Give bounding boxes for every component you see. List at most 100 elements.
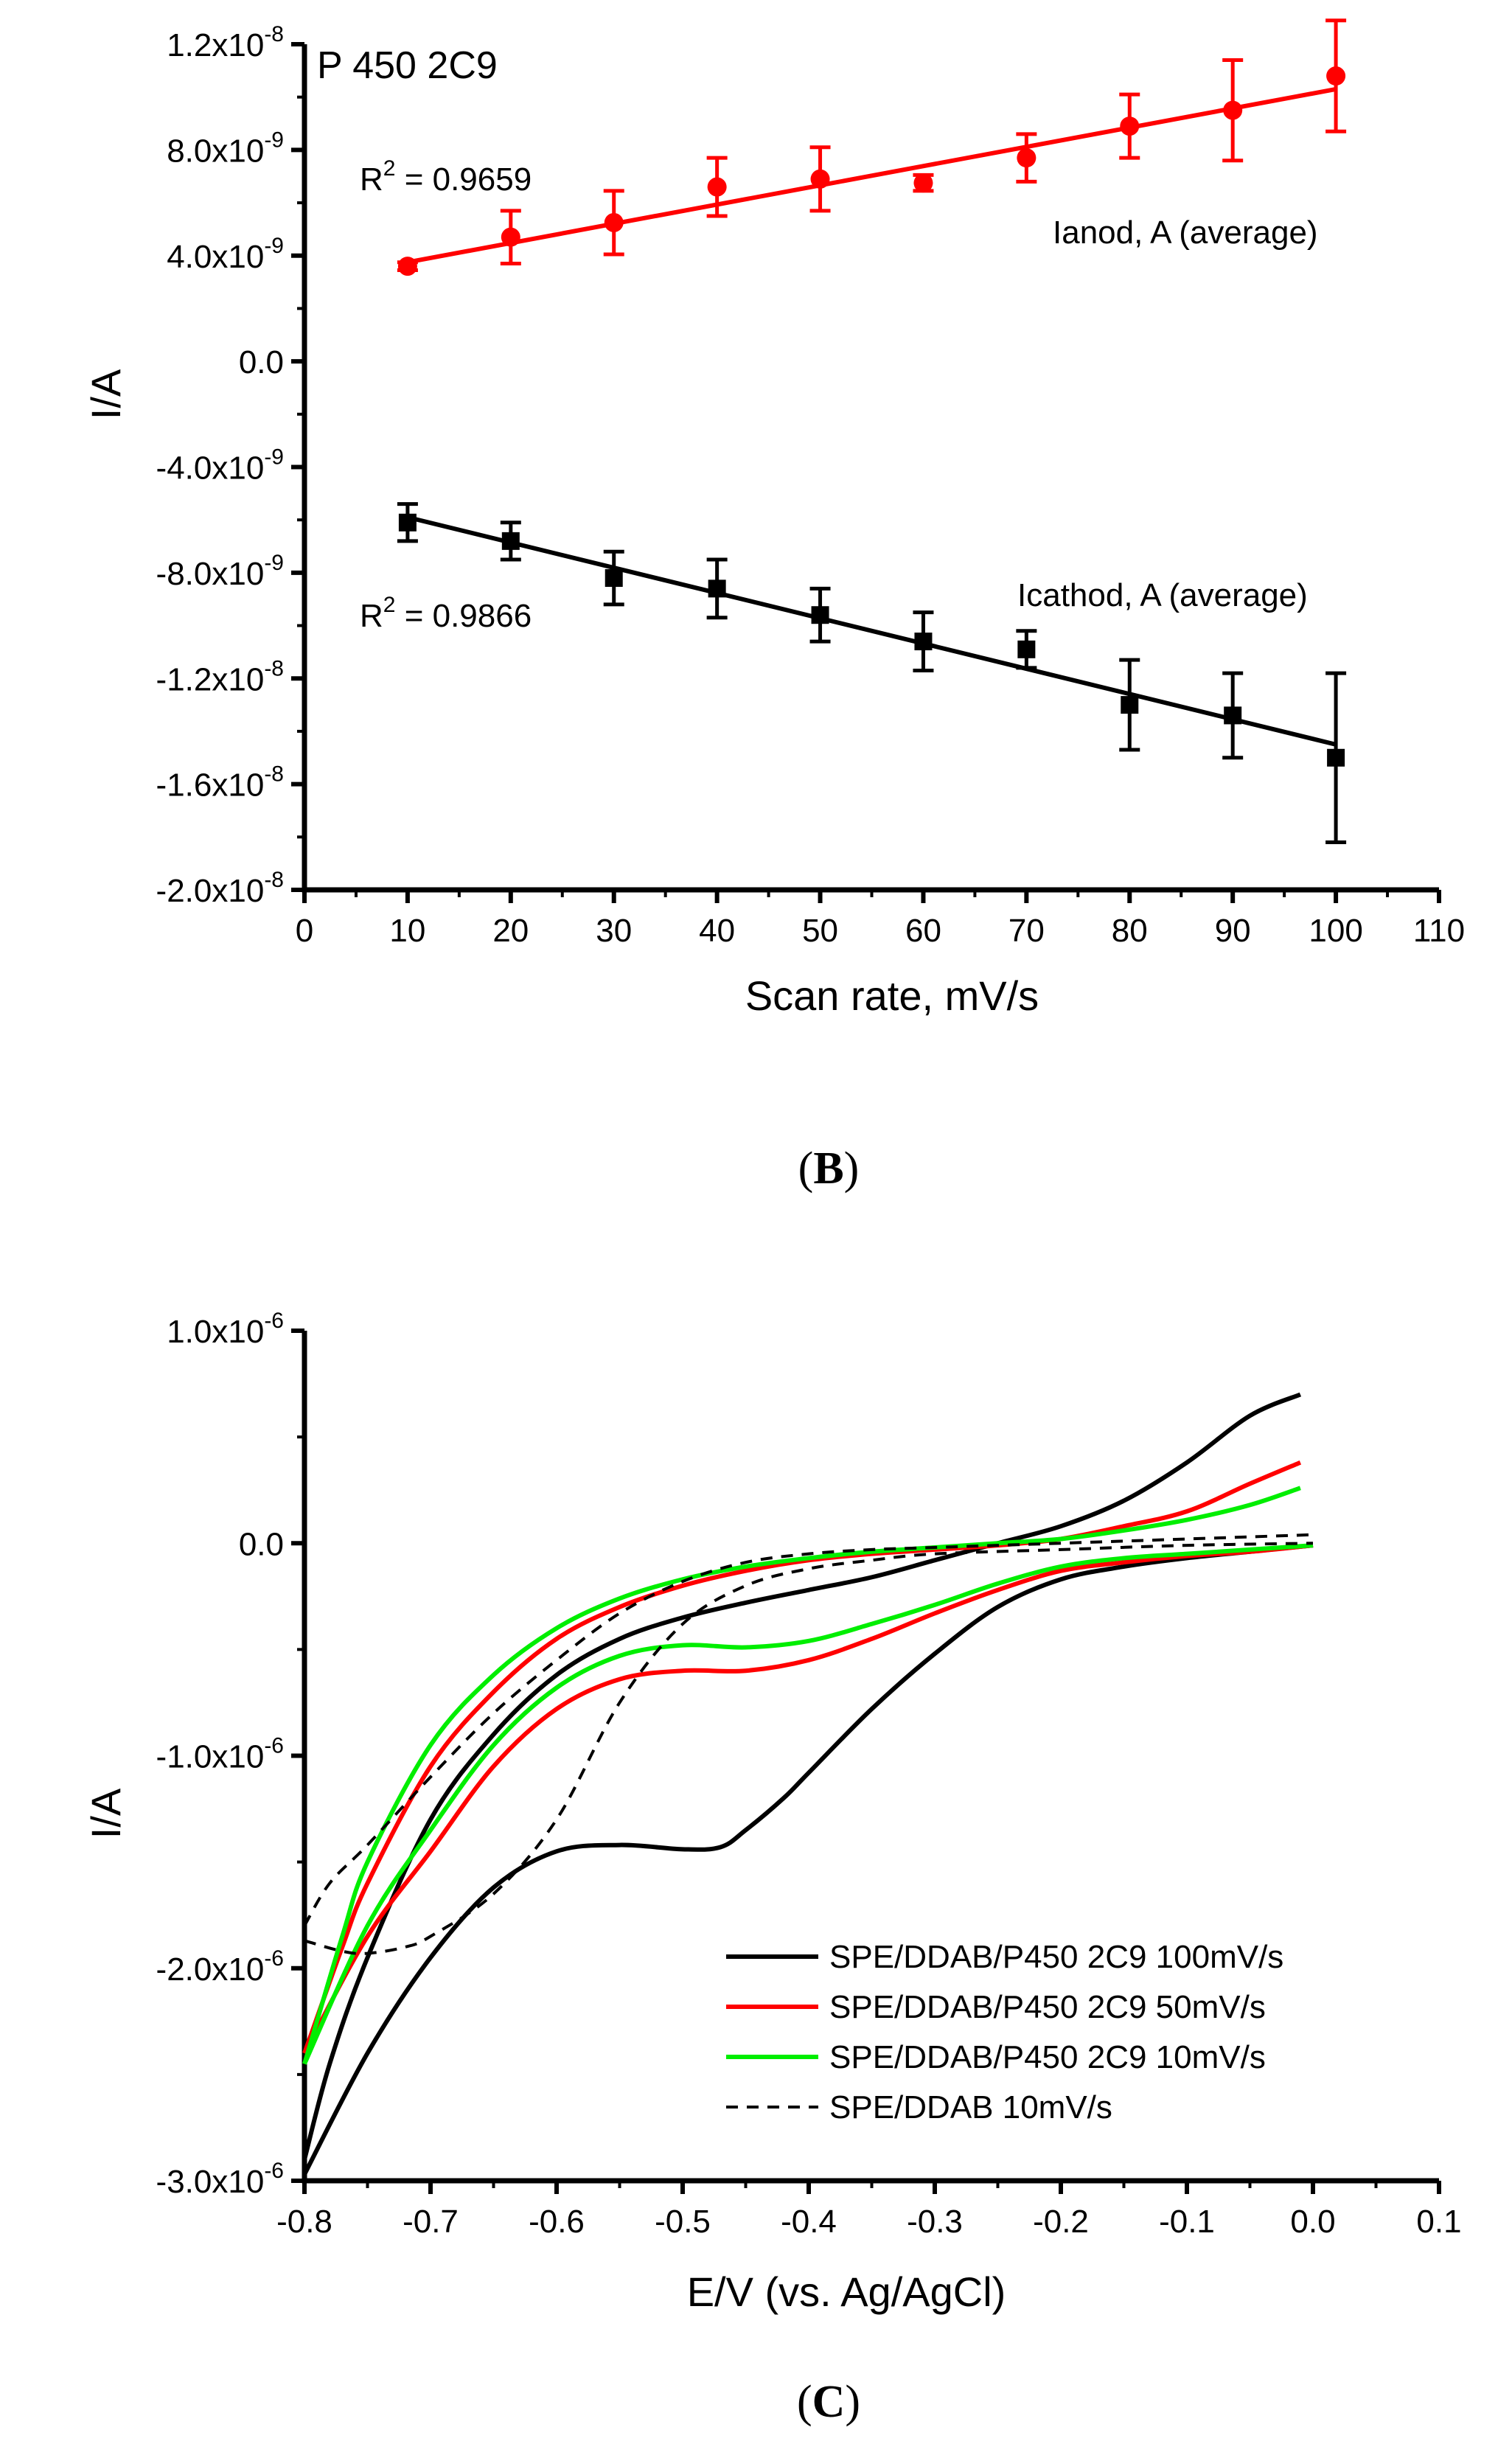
panel-b-label-cathode: Icathod, A (average)	[1017, 577, 1308, 613]
panel-b-fit-line-cathode	[407, 515, 1337, 747]
panel-b-point-anode	[706, 156, 728, 218]
panel-b-point-anode	[500, 209, 521, 266]
panel-b-y-tick-label: 1.2x10-8	[167, 22, 284, 63]
panel-b-point-cathode	[603, 549, 624, 607]
panel-c-y-axis-title: I/A	[83, 1788, 129, 1839]
panel-c-curve-lower-series-2	[302, 1543, 1314, 2065]
panel-b-x-tick-label: 50	[802, 913, 838, 949]
panel-c-legend-label: SPE/DDAB/P450 2C9 10mV/s	[829, 2039, 1266, 2075]
panel-b-y-axis-title: I/A	[83, 369, 129, 419]
data-point	[914, 633, 933, 651]
panel-c-data-marks	[302, 1392, 1314, 2176]
data-point	[913, 173, 933, 193]
panel-c-label: (C)	[797, 2377, 860, 2427]
panel-b-y-tick-label: 0.0	[239, 344, 284, 380]
panel-b-x-tick-label: 90	[1215, 913, 1251, 949]
panel-c-x-tick-label: -0.3	[907, 2204, 963, 2240]
data-point	[1326, 66, 1346, 86]
panel-b-point-anode	[913, 173, 934, 193]
panel-c-x-tick-label: 0.1	[1416, 2204, 1461, 2240]
panel-b-x-tick-label: 60	[905, 913, 941, 949]
panel-c-y-tick-label: -3.0x10-6	[156, 2159, 284, 2200]
panel-b-point-cathode	[913, 610, 934, 672]
data-point	[810, 169, 830, 189]
panel-b-y-tick-label: -1.6x10-8	[156, 762, 284, 804]
panel-b-y-ticks: 1.2x10-8 8.0x10-9 4.0x10-9 0.0 -4.0x10-9 -8.0…	[156, 22, 304, 909]
panel-c-x-tick-label: -0.7	[403, 2204, 459, 2240]
panel-b-point-cathode	[1325, 671, 1347, 844]
panel-b-point-anode	[809, 145, 831, 213]
panel-b-point-anode	[397, 257, 418, 276]
panel-c-y-tick-label: -1.0x10-6	[156, 1734, 284, 1775]
panel-c-legend-label: SPE/DDAB 10mV/s	[829, 2089, 1112, 2125]
panel-c-x-tick-label: -0.8	[276, 2204, 332, 2240]
panel-b-label: (B)	[798, 1143, 860, 1194]
data-point	[501, 227, 520, 247]
panel-c-legend-label: SPE/DDAB/P450 2C9 100mV/s	[829, 1939, 1283, 1975]
panel-b-point-cathode	[397, 502, 418, 543]
panel-b-x-tick-label: 40	[699, 913, 735, 949]
data-point	[1017, 640, 1036, 658]
panel-c-y-tick-label: -2.0x10-6	[156, 1946, 284, 1988]
panel-c-x-ticks: -0.8 -0.7 -0.6 -0.5 -0.4 -0.3 -0.2 -0.1 0.0 0.1	[276, 2181, 1462, 2240]
panel-b-point-cathode	[809, 586, 831, 644]
panel-b-x-tick-label: 20	[492, 913, 529, 949]
panel-c-x-tick-label: -0.6	[529, 2204, 585, 2240]
panel-c-x-tick-label: -0.4	[781, 2204, 837, 2240]
panel-b-x-tick-label: 110	[1413, 913, 1465, 949]
panel-c-y-tick-label: 0.0	[239, 1526, 284, 1562]
panel-b-x-ticks: 0 10 20 30 40 50 60 70 80 90 100 110	[296, 890, 1465, 949]
panel-b-point-cathode	[500, 520, 521, 562]
data-point	[398, 513, 417, 532]
panel-b-y-tick-label: 4.0x10-9	[167, 234, 284, 275]
panel-c-y-ticks: 1.0x10-6 0.0 -1.0x10-6 -2.0x10-6 -3.0x10-6	[156, 1309, 304, 2200]
data-point	[605, 569, 623, 588]
panel-b-x-axis-title: Scan rate, mV/s	[745, 972, 1039, 1019]
panel-c-chart: 1.0x10-6 0.0 -1.0x10-6 -2.0x10-6 -3.0x10-6 -…	[83, 1309, 1462, 2427]
data-point	[811, 606, 829, 624]
data-point	[1223, 100, 1243, 120]
panel-b-y-tick-label: -2.0x10-8	[156, 868, 284, 909]
panel-b-data-marks	[397, 18, 1347, 844]
data-point	[1121, 696, 1139, 714]
panel-b-point-anode	[603, 189, 624, 257]
panel-b-axes	[302, 44, 1439, 893]
panel-b-r2-anode: R2 = 0.9659	[360, 156, 532, 198]
panel-b-point-anode	[1325, 18, 1347, 133]
data-point	[397, 257, 417, 276]
data-point	[1017, 148, 1037, 168]
panel-b-point-cathode	[1016, 629, 1037, 670]
panel-b-point-cathode	[1222, 671, 1244, 760]
panel-c-y-tick-label: 1.0x10-6	[167, 1309, 284, 1350]
data-point	[707, 177, 727, 197]
data-point	[604, 212, 624, 232]
panel-b-label-anode: Ianod, A (average)	[1053, 215, 1318, 251]
panel-b-x-tick-label: 100	[1309, 913, 1362, 949]
panel-b-x-tick-label: 70	[1008, 913, 1045, 949]
panel-b-x-tick-label: 30	[596, 913, 632, 949]
panel-c-x-tick-label: -0.1	[1159, 2204, 1215, 2240]
data-point	[1224, 706, 1242, 725]
panel-b-x-tick-label: 0	[296, 913, 313, 949]
data-point	[1120, 116, 1140, 136]
data-point	[1327, 748, 1345, 767]
panel-c-curve-upper-series-1	[302, 1460, 1302, 2055]
panel-b-title: P 450 2C9	[317, 44, 498, 87]
panel-c-legend-label: SPE/DDAB/P450 2C9 50mV/s	[829, 1989, 1266, 2025]
panel-b-x-tick-label: 10	[389, 913, 425, 949]
panel-b-x-tick-label: 80	[1112, 913, 1148, 949]
panel-c-x-tick-label: -0.2	[1033, 2204, 1089, 2240]
panel-b-y-tick-label: -4.0x10-9	[156, 445, 284, 487]
data-point	[708, 579, 726, 598]
panel-c-x-tick-label: 0.0	[1290, 2204, 1335, 2240]
panel-b-point-cathode	[706, 557, 728, 620]
data-point	[501, 532, 520, 550]
panel-b-y-tick-label: -1.2x10-8	[156, 656, 284, 697]
panel-c-x-axis-title: E/V (vs. Ag/AgCl)	[687, 2268, 1006, 2315]
panel-c-curve-lower-series-1	[302, 1543, 1314, 2055]
panel-b-chart: 1.2x10-8 8.0x10-9 4.0x10-9 0.0 -4.0x10-9 -8.0…	[83, 18, 1465, 1194]
panel-b-y-tick-label: 8.0x10-9	[167, 128, 284, 169]
panel-c-curve-lower-series-3	[304, 1542, 1314, 1955]
panel-c-x-tick-label: -0.5	[655, 2204, 711, 2240]
